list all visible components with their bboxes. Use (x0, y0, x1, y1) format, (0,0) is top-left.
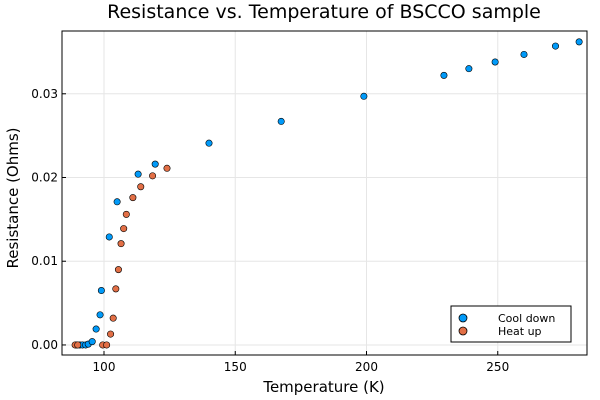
data-point-heat-up (163, 164, 171, 172)
y-axis-label: Resistance (Ohms) (4, 127, 22, 268)
data-point-cool-down (440, 71, 448, 79)
y-tick-label: 0.02 (31, 171, 58, 185)
y-tick-label: 0.03 (31, 87, 58, 101)
legend-label-heat-up: Heat up (498, 325, 542, 338)
data-point-heat-up (74, 341, 82, 349)
x-tick-label: 150 (224, 360, 247, 374)
data-point-cool-down (92, 325, 100, 333)
legend-marker-heat-up (458, 326, 468, 336)
data-point-cool-down (205, 139, 213, 147)
x-tick-label: 200 (355, 360, 378, 374)
data-point-heat-up (109, 314, 117, 322)
legend: Cool down Heat up (450, 305, 572, 343)
y-tick-label: 0.00 (31, 338, 58, 352)
data-point-cool-down (575, 38, 583, 46)
data-point-heat-up (107, 330, 115, 338)
data-point-cool-down (113, 198, 121, 206)
y-ticks: 0.00 0.01 0.02 0.03 (31, 87, 66, 352)
data-point-cool-down (277, 117, 285, 125)
chart-title: Resistance vs. Temperature of BSCCO samp… (107, 1, 541, 23)
data-point-cool-down (360, 92, 368, 100)
data-point-heat-up (114, 266, 122, 274)
x-tick-label: 250 (486, 360, 509, 374)
data-point-cool-down (491, 58, 499, 66)
data-point-cool-down (96, 311, 104, 319)
data-points (71, 38, 583, 349)
data-point-cool-down (151, 160, 159, 168)
data-point-cool-down (88, 338, 96, 346)
data-point-cool-down (551, 42, 559, 50)
data-point-cool-down (465, 65, 473, 73)
data-point-heat-up (129, 194, 137, 202)
data-point-heat-up (117, 240, 125, 248)
data-point-heat-up (112, 285, 120, 293)
legend-label-cool-down: Cool down (498, 312, 555, 325)
data-point-cool-down (97, 287, 105, 295)
data-point-heat-up (122, 210, 130, 218)
legend-box (450, 305, 572, 343)
data-point-heat-up (149, 172, 157, 180)
plot-frame (61, 30, 588, 356)
data-point-heat-up (137, 183, 145, 191)
x-tick-label: 100 (93, 360, 116, 374)
legend-marker-cool-down (458, 313, 468, 323)
y-tick-label: 0.01 (31, 254, 58, 268)
data-point-cool-down (105, 233, 113, 241)
x-ticks: 100 150 200 250 (93, 351, 509, 374)
x-axis-label: Temperature (K) (262, 378, 384, 396)
data-point-heat-up (103, 341, 111, 349)
data-point-heat-up (120, 225, 128, 233)
data-point-cool-down (134, 170, 142, 178)
data-point-cool-down (520, 50, 528, 58)
